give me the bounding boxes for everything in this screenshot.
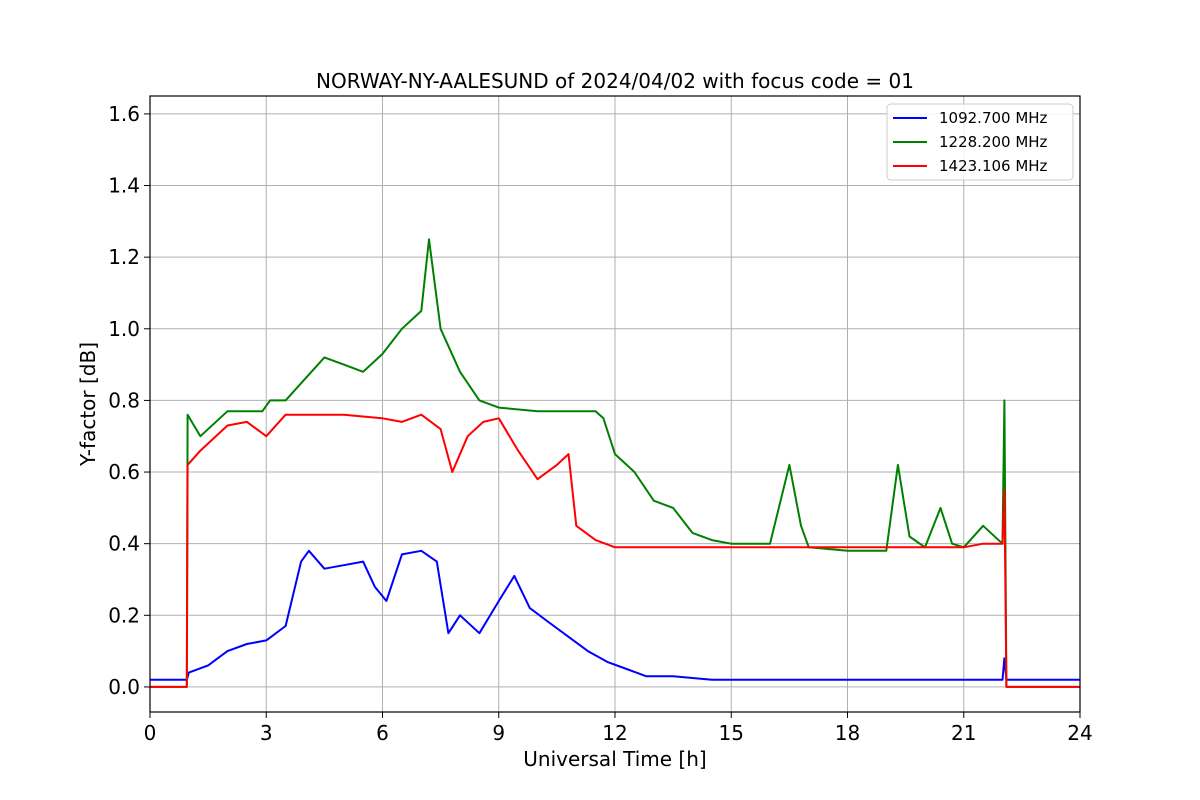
series-line-1: [150, 549, 1080, 681]
x-tick-label: 21: [951, 721, 976, 745]
series-line-3: [150, 413, 1080, 688]
x-tick-label: 6: [376, 721, 389, 745]
y-tick-label: 1.2: [108, 245, 140, 269]
series-line-2: [150, 238, 1080, 688]
y-axis-title: Y-factor [dB]: [76, 342, 100, 467]
x-tick-label: 24: [1067, 721, 1092, 745]
y-tick-label: 0.8: [108, 388, 140, 412]
legend-label: 1423.106 MHz: [939, 157, 1048, 175]
plot-series: [150, 238, 1080, 688]
y-tick-label: 1.0: [108, 317, 140, 341]
x-tick-label: 9: [492, 721, 505, 745]
y-tick-label: 0.0: [108, 675, 140, 699]
x-tick-label: 0: [144, 721, 157, 745]
x-tick-label: 3: [260, 721, 273, 745]
legend-label: 1228.200 MHz: [939, 133, 1048, 151]
y-tick-label: 0.4: [108, 532, 140, 556]
axis-ticks: 0 3 6 9 12 15 18 21 24 0.0 0.2 0.4 0.6 0.8 1.0 1.2 1.4 1.…: [108, 102, 1093, 745]
legend-box: [886, 103, 1074, 181]
x-axis-title: Universal Time [h]: [523, 747, 706, 771]
legend: 1092.700 MHz 1228.200 MHz 1423.106 MHz: [886, 103, 1074, 181]
legend-label: 1092.700 MHz: [939, 109, 1048, 127]
x-tick-label: 18: [835, 721, 860, 745]
x-tick-label: 15: [719, 721, 744, 745]
x-tick-label: 12: [602, 721, 627, 745]
y-tick-label: 0.2: [108, 603, 140, 627]
chart-title: NORWAY-NY-AALESUND of 2024/04/02 with fo…: [316, 69, 914, 93]
y-tick-label: 1.4: [108, 174, 140, 198]
y-tick-label: 0.6: [108, 460, 140, 484]
y-tick-label: 1.6: [108, 102, 140, 126]
